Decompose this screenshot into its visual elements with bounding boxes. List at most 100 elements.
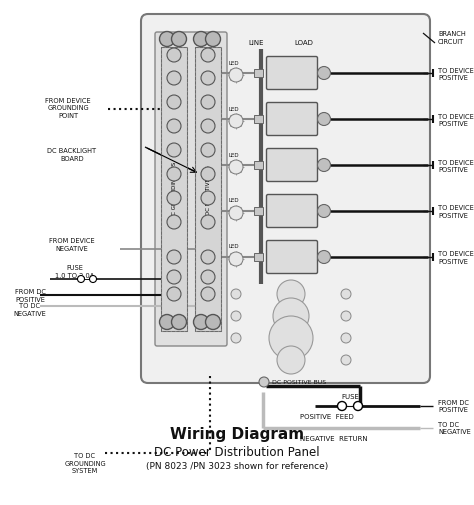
Text: 15A: 15A xyxy=(278,205,306,218)
Text: TO DEVICE
POSITIVE: TO DEVICE POSITIVE xyxy=(438,205,474,218)
Text: DC POSITIVE BUS: DC POSITIVE BUS xyxy=(272,380,326,385)
Text: FROM DC
POSITIVE: FROM DC POSITIVE xyxy=(15,289,46,302)
Circle shape xyxy=(201,216,215,230)
Circle shape xyxy=(341,289,351,299)
Circle shape xyxy=(201,120,215,134)
Bar xyxy=(195,48,221,331)
Circle shape xyxy=(167,96,181,110)
Circle shape xyxy=(193,315,209,330)
Circle shape xyxy=(201,168,215,182)
Circle shape xyxy=(201,271,215,284)
Circle shape xyxy=(90,276,97,283)
Circle shape xyxy=(318,159,330,172)
Circle shape xyxy=(167,144,181,158)
Text: LINE: LINE xyxy=(248,40,264,46)
Circle shape xyxy=(277,346,305,374)
Bar xyxy=(254,116,263,124)
Circle shape xyxy=(167,120,181,134)
Circle shape xyxy=(201,72,215,86)
Text: LED: LED xyxy=(228,106,239,111)
Text: TO DEVICE
POSITIVE: TO DEVICE POSITIVE xyxy=(438,159,474,172)
Circle shape xyxy=(231,289,241,299)
Circle shape xyxy=(201,250,215,265)
Text: LED: LED xyxy=(228,198,239,203)
FancyBboxPatch shape xyxy=(266,195,318,228)
Bar xyxy=(195,48,221,331)
Text: BRANCH
CIRCUIT: BRANCH CIRCUIT xyxy=(438,31,466,44)
Circle shape xyxy=(354,401,363,411)
Circle shape xyxy=(159,315,174,330)
Text: DC NEGATIVE BUS: DC NEGATIVE BUS xyxy=(206,165,210,215)
Text: 15A: 15A xyxy=(278,67,306,80)
Circle shape xyxy=(318,251,330,264)
FancyBboxPatch shape xyxy=(155,33,227,346)
Circle shape xyxy=(318,67,330,80)
Circle shape xyxy=(318,205,330,218)
Text: DC BACKLIGHT
BOARD: DC BACKLIGHT BOARD xyxy=(47,148,97,162)
Text: DC Power Distribution Panel: DC Power Distribution Panel xyxy=(154,445,320,459)
Circle shape xyxy=(167,216,181,230)
Text: (PN 8023 /PN 3023 shown for reference): (PN 8023 /PN 3023 shown for reference) xyxy=(146,462,328,471)
Text: TO DEVICE
POSITIVE: TO DEVICE POSITIVE xyxy=(438,251,474,264)
Text: POSITIVE  FEED: POSITIVE FEED xyxy=(300,413,354,419)
FancyBboxPatch shape xyxy=(141,15,430,383)
Circle shape xyxy=(159,32,174,47)
Text: FUSE: FUSE xyxy=(341,393,359,399)
Circle shape xyxy=(201,49,215,63)
Circle shape xyxy=(259,377,269,387)
Circle shape xyxy=(167,287,181,301)
Circle shape xyxy=(201,144,215,158)
Text: FROM DEVICE
NEGATIVE: FROM DEVICE NEGATIVE xyxy=(49,238,95,251)
Bar xyxy=(161,48,187,331)
Text: 15A: 15A xyxy=(278,251,306,264)
Circle shape xyxy=(167,168,181,182)
Text: LED: LED xyxy=(228,152,239,157)
Circle shape xyxy=(167,191,181,206)
Bar xyxy=(254,70,263,78)
Circle shape xyxy=(318,113,330,126)
Text: LOAD: LOAD xyxy=(294,40,313,46)
Text: LED: LED xyxy=(228,61,239,65)
Circle shape xyxy=(229,115,243,129)
Circle shape xyxy=(229,252,243,267)
Circle shape xyxy=(193,32,209,47)
Circle shape xyxy=(172,32,186,47)
Text: TO DEVICE
POSITIVE: TO DEVICE POSITIVE xyxy=(438,113,474,126)
Text: 15A: 15A xyxy=(278,113,306,126)
Text: FROM DEVICE
GROUNDING
POINT: FROM DEVICE GROUNDING POINT xyxy=(45,97,91,118)
Text: Wiring Diagram: Wiring Diagram xyxy=(170,427,304,442)
Text: DC GROUNDING BUS: DC GROUNDING BUS xyxy=(172,161,176,218)
Circle shape xyxy=(229,69,243,83)
FancyBboxPatch shape xyxy=(266,241,318,274)
Text: FUSE
1.0 TO 2.0A: FUSE 1.0 TO 2.0A xyxy=(55,265,95,278)
Circle shape xyxy=(277,280,305,309)
Circle shape xyxy=(231,312,241,321)
Bar xyxy=(161,48,187,331)
Circle shape xyxy=(229,161,243,175)
Text: 15A: 15A xyxy=(278,159,306,172)
FancyBboxPatch shape xyxy=(266,58,318,90)
Text: TO DEVICE
POSITIVE: TO DEVICE POSITIVE xyxy=(438,67,474,80)
Circle shape xyxy=(341,333,351,343)
Text: TO DC
GROUNDING
SYSTEM: TO DC GROUNDING SYSTEM xyxy=(64,452,106,474)
Circle shape xyxy=(337,401,346,411)
Circle shape xyxy=(167,72,181,86)
Circle shape xyxy=(201,287,215,301)
Text: TO DC
NEGATIVE: TO DC NEGATIVE xyxy=(438,422,471,435)
Circle shape xyxy=(167,49,181,63)
Circle shape xyxy=(231,333,241,343)
Text: NEGATIVE  RETURN: NEGATIVE RETURN xyxy=(300,435,368,441)
Text: TO DC
NEGATIVE: TO DC NEGATIVE xyxy=(14,302,46,316)
Circle shape xyxy=(273,298,309,334)
Bar xyxy=(254,254,263,262)
Text: FROM DC
POSITIVE: FROM DC POSITIVE xyxy=(438,400,469,413)
Circle shape xyxy=(201,191,215,206)
FancyBboxPatch shape xyxy=(266,149,318,182)
Circle shape xyxy=(341,312,351,321)
Circle shape xyxy=(341,356,351,365)
Circle shape xyxy=(206,32,220,47)
FancyBboxPatch shape xyxy=(266,104,318,136)
Text: LED: LED xyxy=(228,244,239,249)
Circle shape xyxy=(201,96,215,110)
Circle shape xyxy=(269,316,313,360)
